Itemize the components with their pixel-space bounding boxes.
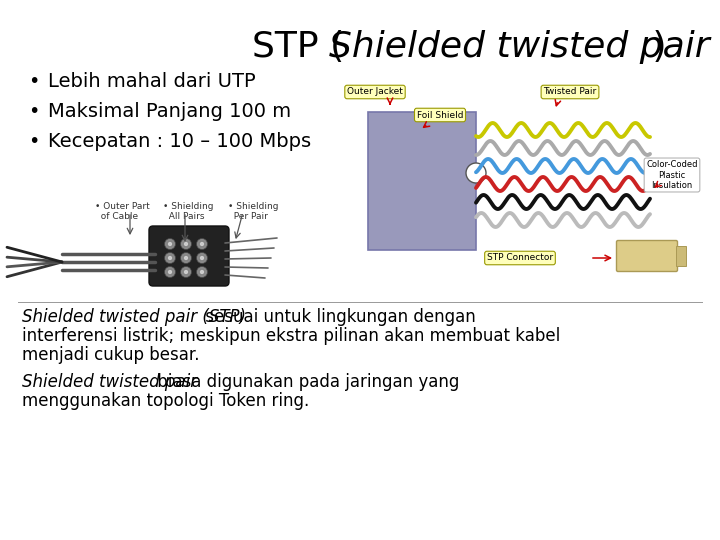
Circle shape [168,255,173,260]
Text: Outer Jacket: Outer Jacket [347,87,403,97]
Text: Per Pair: Per Pair [228,212,268,221]
Text: •: • [28,132,40,151]
Text: STP (: STP ( [252,30,344,64]
Text: •: • [28,72,40,91]
Text: interferensi listrik; meskipun ekstra pilinan akan membuat kabel: interferensi listrik; meskipun ekstra pi… [22,327,560,345]
Circle shape [168,241,173,246]
Text: STP Connector: STP Connector [487,253,553,262]
Circle shape [181,267,192,278]
Text: • Shielding: • Shielding [163,202,214,211]
Circle shape [184,255,189,260]
Text: menggunakan topologi Token ring.: menggunakan topologi Token ring. [22,392,310,410]
Circle shape [184,241,189,246]
FancyBboxPatch shape [616,240,678,272]
Circle shape [197,253,207,264]
Circle shape [199,241,204,246]
Text: •: • [28,102,40,121]
Text: • Outer Part: • Outer Part [95,202,150,211]
Text: All Pairs: All Pairs [163,212,204,221]
Text: ): ) [641,30,667,64]
Text: Maksimal Panjang 100 m: Maksimal Panjang 100 m [48,102,291,121]
Circle shape [184,269,189,274]
Circle shape [199,255,204,260]
Text: Lebih mahal dari UTP: Lebih mahal dari UTP [48,72,256,91]
Text: Twisted Pair: Twisted Pair [544,87,597,97]
Circle shape [164,253,176,264]
Text: Shielded twisted pair: Shielded twisted pair [22,373,197,391]
Circle shape [181,253,192,264]
Circle shape [466,163,486,183]
FancyBboxPatch shape [368,112,476,250]
Circle shape [197,267,207,278]
Circle shape [164,267,176,278]
Text: Kecepatan : 10 – 100 Mbps: Kecepatan : 10 – 100 Mbps [48,132,311,151]
Text: Foil Shield: Foil Shield [417,111,463,119]
Circle shape [181,239,192,249]
Circle shape [168,269,173,274]
Text: Color-Coded
Plastic
Insulation: Color-Coded Plastic Insulation [647,160,698,190]
Text: sesuai untuk lingkungan dengan: sesuai untuk lingkungan dengan [200,308,476,326]
Text: biasa digunakan pada jaringan yang: biasa digunakan pada jaringan yang [152,373,459,391]
Text: menjadi cukup besar.: menjadi cukup besar. [22,346,199,364]
Circle shape [199,269,204,274]
Text: Shielded twisted pair: Shielded twisted pair [329,30,710,64]
Circle shape [164,239,176,249]
Text: • Shielding: • Shielding [228,202,279,211]
Text: of Cable: of Cable [95,212,138,221]
FancyBboxPatch shape [676,246,686,266]
FancyBboxPatch shape [149,226,229,286]
Text: Shielded twisted pair (STP): Shielded twisted pair (STP) [22,308,246,326]
Circle shape [197,239,207,249]
